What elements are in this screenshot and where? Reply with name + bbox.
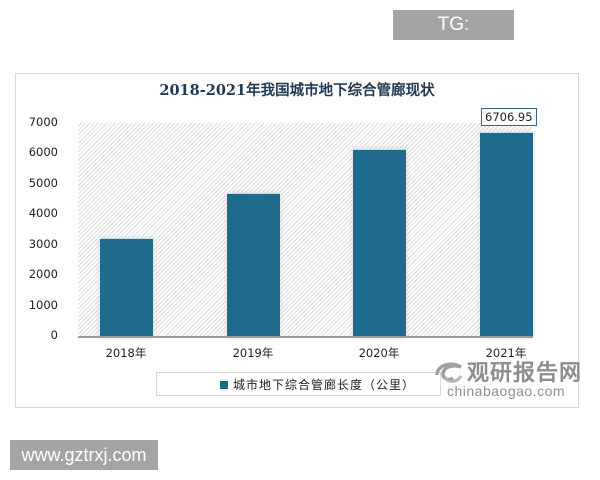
watermark-cn-text: 观研报告网 <box>467 361 583 386</box>
plot-area <box>78 123 532 337</box>
x-axis-line <box>78 336 533 338</box>
y-tick-3000: 3000 <box>28 237 58 251</box>
y-tick-2000: 2000 <box>28 267 58 281</box>
watermark-en-text: chinabaogao.com <box>447 383 566 399</box>
tg-watermark-tag: TG: MYYJJPP <box>393 10 514 65</box>
data-label-2021: 6706.95 <box>481 108 537 126</box>
site-watermark-tag: www.gztrxj.com <box>10 440 158 470</box>
chinabaogao-watermark: 观研报告网 chinabaogao.com <box>433 355 581 405</box>
y-tick-0: 0 <box>50 328 58 342</box>
y-tick-4000: 4000 <box>28 206 58 220</box>
x-label-2019: 2019年 <box>232 346 274 360</box>
x-label-2021: 2021年 <box>485 346 527 360</box>
bar-2021 <box>480 132 533 337</box>
chart-title: 2018-2021年我国城市地下综合管廊现状 <box>159 82 435 99</box>
legend-swatch-icon <box>220 381 228 389</box>
y-tick-5000: 5000 <box>28 176 58 190</box>
bar-2019 <box>227 193 280 337</box>
legend-label: 城市地下综合管廊长度（公里） <box>233 378 416 392</box>
x-label-2020: 2020年 <box>358 346 400 360</box>
swirl-logo-icon <box>435 362 463 383</box>
bar-2020 <box>353 149 406 337</box>
x-label-2018: 2018年 <box>105 346 147 360</box>
chart-legend: 城市地下综合管廊长度（公里） <box>156 372 441 396</box>
y-tick-7000: 7000 <box>28 115 58 129</box>
bar-2018 <box>100 238 153 337</box>
y-tick-1000: 1000 <box>28 298 58 312</box>
y-tick-6000: 6000 <box>28 145 58 159</box>
chart-frame: 2018-2021年我国城市地下综合管廊现状 7000 6000 5000 40… <box>15 73 579 408</box>
